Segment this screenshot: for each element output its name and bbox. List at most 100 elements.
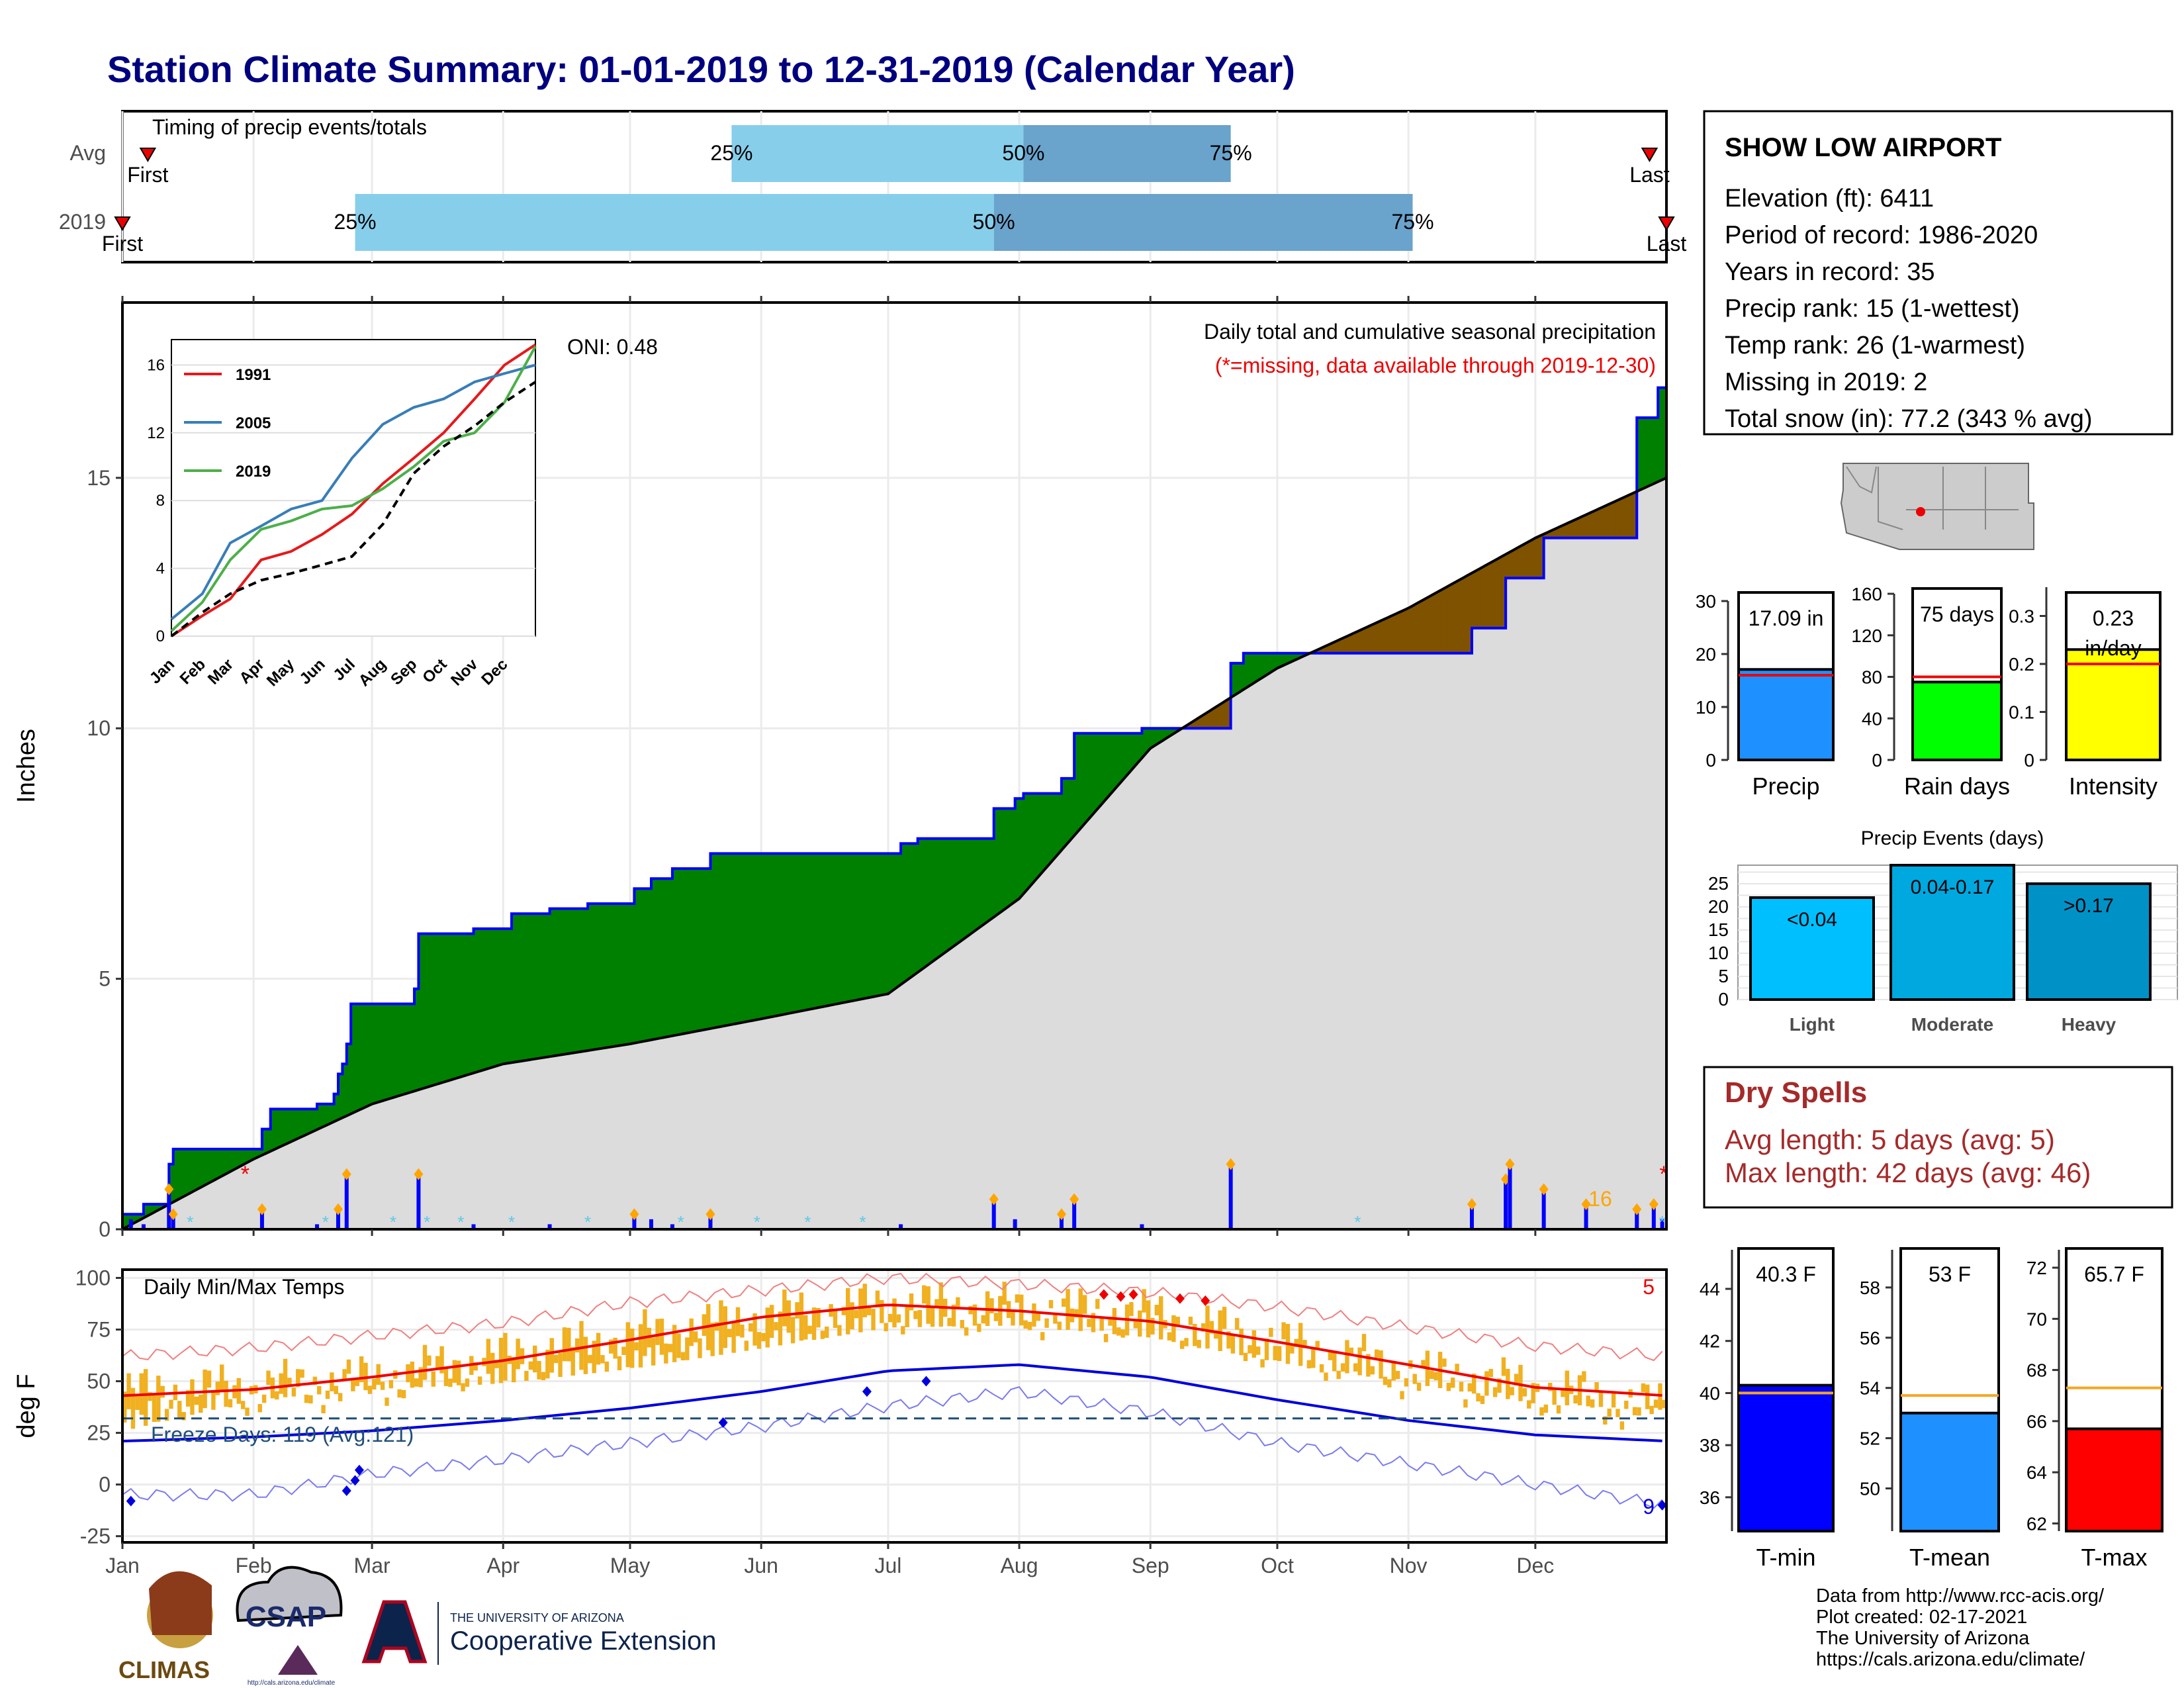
daily-temp-bar <box>203 1369 207 1409</box>
cumulative-diff-band <box>807 853 813 1010</box>
daily-precip-bar <box>670 1224 674 1229</box>
cumulative-diff-band <box>1116 733 1121 788</box>
snow-marker: * <box>754 1212 760 1232</box>
cumulative-diff-band <box>295 1109 300 1140</box>
small-ytick-label: 40 <box>1700 1383 1720 1403</box>
main-ytick-label: 15 <box>87 466 111 490</box>
daily-temp-bar <box>1158 1296 1163 1340</box>
daily-temp-bar <box>1632 1407 1637 1416</box>
daily-temp-bar <box>1379 1350 1383 1379</box>
daily-temp-bar <box>1471 1374 1477 1394</box>
daily-temp-bar <box>452 1360 457 1383</box>
daily-temp-bar <box>1171 1315 1176 1342</box>
daily-temp-bar <box>130 1387 136 1429</box>
cumulative-diff-band <box>782 853 787 1015</box>
cumulative-diff-band <box>1459 577 1464 654</box>
daily-temp-bar <box>1467 1383 1472 1392</box>
cumulative-diff-band <box>537 913 542 1059</box>
daily-temp-bar <box>1273 1346 1277 1360</box>
snow-marker: * <box>424 1212 430 1232</box>
daily-temp-bar <box>1120 1329 1125 1338</box>
cumulative-diff-band <box>913 843 918 976</box>
cumulative-diff-band <box>820 853 825 1008</box>
cumulative-diff-band <box>815 853 821 1009</box>
small-ytick-label: 38 <box>1700 1435 1720 1456</box>
precip-events-ytick: 0 <box>1718 989 1729 1009</box>
daily-temp-bar <box>228 1399 233 1408</box>
footer-line: Plot created: 02-17-2021 <box>1816 1607 2027 1628</box>
small-bar-label: 17.09 in <box>1749 606 1824 630</box>
cumulative-diff-band <box>604 903 610 1049</box>
cumulative-diff-band <box>1361 627 1367 654</box>
station-info-line: Period of record: 1986-2020 <box>1725 222 2038 250</box>
oni-label: ONI: 0.48 <box>567 335 658 359</box>
daily-temp-bar <box>592 1340 596 1374</box>
temp-ytick-label: 25 <box>87 1421 111 1445</box>
daily-temp-bar <box>1662 1399 1666 1409</box>
main-ylabel: Inches <box>13 729 40 803</box>
snow-marker: * <box>859 1212 866 1232</box>
cumulative-diff-band <box>1649 417 1655 487</box>
daily-temp-bar <box>1345 1340 1349 1374</box>
daily-temp-bar <box>1573 1395 1578 1404</box>
cumulative-diff-band <box>1623 494 1629 538</box>
inset-line-2019 <box>170 346 537 632</box>
daily-temp-bar <box>676 1333 681 1358</box>
precip-events-title: Precip Events (days) <box>1861 827 2044 849</box>
cumulative-diff-band <box>790 853 796 1013</box>
daily-temp-bar <box>744 1340 749 1351</box>
daily-temp-bar <box>1319 1364 1324 1373</box>
daily-temp-bar <box>621 1346 626 1355</box>
daily-precip-bar <box>991 1199 996 1229</box>
daily-temp-bar <box>1138 1310 1142 1337</box>
cumulative-diff-band <box>887 853 893 994</box>
daily-temp-bar <box>947 1317 952 1327</box>
cumulative-diff-band <box>727 853 732 1026</box>
daily-temp-bar <box>689 1318 694 1346</box>
record-low-marker <box>921 1376 931 1387</box>
cumulative-diff-band <box>1124 733 1130 778</box>
cumulative-diff-band <box>461 933 466 1078</box>
daily-temp-bar <box>1430 1370 1434 1380</box>
cumulative-diff-band <box>621 903 626 1046</box>
cumulative-diff-band <box>680 868 686 1035</box>
daily-temp-bar <box>261 1394 267 1403</box>
daily-temp-bar <box>401 1389 406 1399</box>
daily-temp-bar <box>1066 1289 1070 1330</box>
daily-temp-bar <box>169 1399 173 1409</box>
daily-temp-bar <box>613 1337 617 1359</box>
daily-temp-bar <box>1561 1388 1565 1397</box>
cumulative-diff-band <box>731 853 737 1025</box>
precip-events-ytick: 15 <box>1708 919 1729 940</box>
cumulative-diff-band <box>642 888 647 1042</box>
cumulative-diff-band <box>1480 565 1485 629</box>
inset-frame <box>171 339 536 637</box>
daily-temp-bar <box>989 1298 994 1314</box>
inset-ytick-label: 8 <box>156 492 165 510</box>
cumulative-diff-band <box>291 1109 296 1142</box>
daily-temp-bar <box>799 1292 804 1341</box>
daily-temp-bar <box>1446 1382 1451 1391</box>
daily-temp-bar <box>1218 1310 1222 1351</box>
cumulative-diff-band <box>625 903 631 1045</box>
cumulative-diff-band <box>1463 575 1468 654</box>
daily-temp-bar <box>291 1387 296 1397</box>
small-ytick-label: 66 <box>2026 1411 2047 1432</box>
snow-marker: * <box>678 1212 684 1232</box>
daily-temp-bar <box>655 1319 660 1345</box>
daily-temp-bar <box>325 1390 330 1399</box>
daily-temp-bar <box>528 1361 533 1370</box>
cumulative-diff-band <box>511 913 516 1063</box>
station-info-line: Precip rank: 15 (1-wettest) <box>1725 295 2020 323</box>
daily-temp-bar <box>1087 1319 1091 1327</box>
cumulative-diff-band <box>947 838 952 951</box>
daily-temp-bar <box>1488 1368 1493 1378</box>
rain-days-chart: 0 40 80 120 160 75 days Rain days <box>1851 584 2010 800</box>
cumulative-diff-band <box>600 903 605 1049</box>
daily-temp-bar <box>245 1407 250 1416</box>
cumulative-diff-band <box>545 913 550 1058</box>
last-event-label: Last <box>1629 163 1670 187</box>
temp-ytick-label: 100 <box>75 1266 111 1289</box>
daily-precip-bar <box>1013 1219 1017 1229</box>
